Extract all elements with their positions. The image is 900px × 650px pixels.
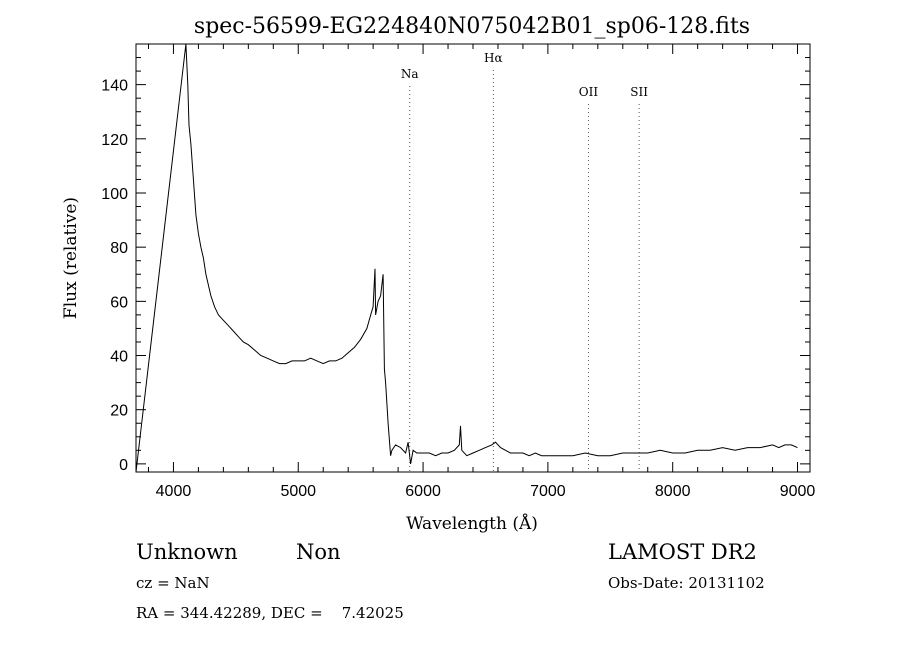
- y-tick-label: 40: [110, 349, 128, 366]
- y-axis-label: Flux (relative): [61, 197, 81, 319]
- survey-label: LAMOST DR2: [608, 540, 757, 564]
- axis-tick-labels: 4000 5000 6000 7000 8000 9000 0 20 40 60 80 100 120 1…: [101, 78, 815, 500]
- y-tick-label: 80: [110, 240, 128, 257]
- x-axis-label: Wavelength (Å): [406, 513, 538, 534]
- obs-date-label: Obs-Date: 20131102: [608, 574, 765, 592]
- y-tick-label: 20: [110, 403, 128, 420]
- spectrum-line: [135, 43, 798, 473]
- x-tick-label: 4000: [156, 483, 192, 500]
- line-marker-label: Na: [401, 67, 419, 81]
- x-tick-label: 9000: [780, 483, 816, 500]
- chart-title: spec-56599-EG224840N075042B01_sp06-128.f…: [194, 14, 750, 39]
- line-marker-label: Hα: [484, 51, 503, 65]
- x-tick-label: 7000: [530, 483, 566, 500]
- y-tick-label: 0: [119, 457, 128, 474]
- x-tick-label: 5000: [280, 483, 316, 500]
- x-tick-label: 6000: [405, 483, 441, 500]
- line-markers: Na Hα OII SII: [401, 51, 648, 472]
- x-tick-label: 8000: [655, 483, 691, 500]
- y-tick-label: 100: [101, 186, 128, 203]
- y-tick-label: 120: [101, 132, 128, 149]
- line-marker-label: SII: [630, 85, 648, 99]
- subclass-label: Non: [296, 540, 341, 564]
- line-marker-label: OII: [579, 85, 599, 99]
- redshift-label: cz = NaN: [136, 574, 210, 592]
- y-tick-label: 60: [110, 294, 128, 311]
- axis-ticks: [136, 44, 810, 472]
- y-tick-label: 140: [101, 78, 128, 95]
- classification-label: Unknown: [136, 540, 238, 564]
- coordinates-label: RA = 344.42289, DEC = 7.42025: [136, 604, 404, 622]
- plot-frame: [135, 43, 811, 473]
